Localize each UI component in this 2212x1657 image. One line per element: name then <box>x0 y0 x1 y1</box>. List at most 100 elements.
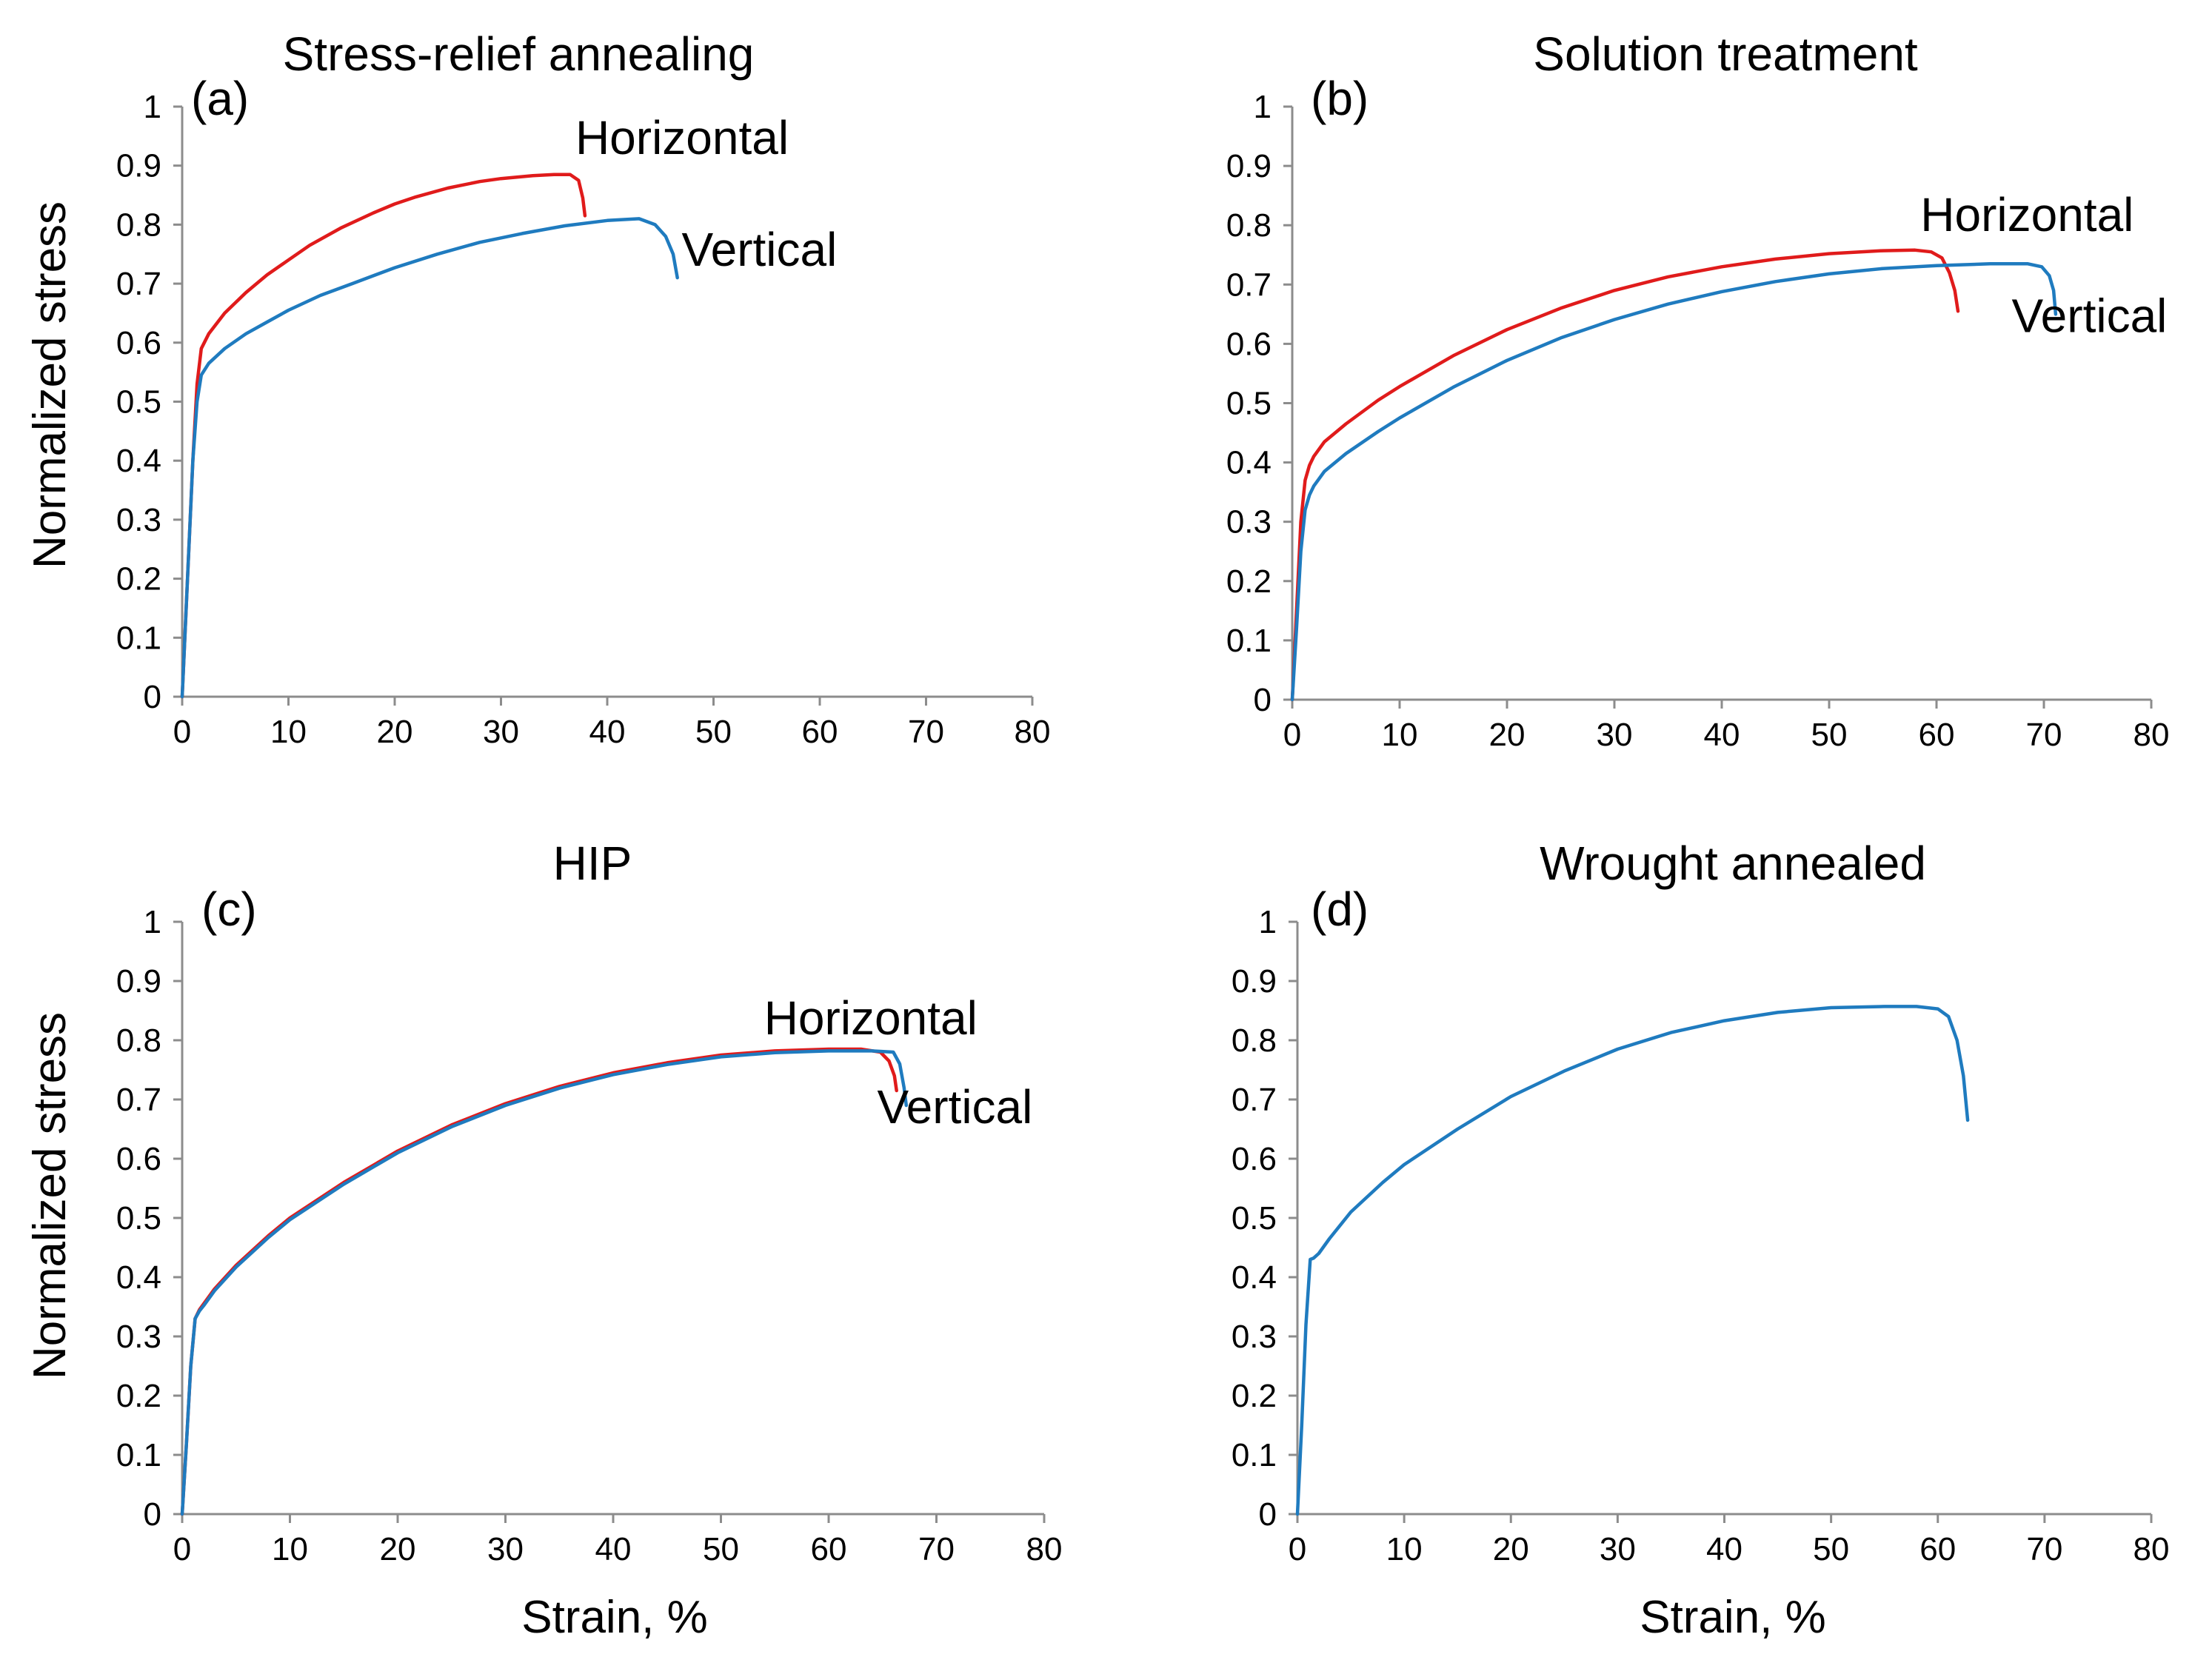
y-tick-label: 0.3 <box>1226 504 1272 540</box>
x-tick-label: 50 <box>703 1531 739 1567</box>
panel-d: Wrought annealed (d) Strain, % 0 0.1 0.2 0.… <box>1232 837 2170 1643</box>
y-tick-label: 0.2 <box>116 1378 161 1414</box>
panel-b: Solution treatment (b) 0 0.1 0.2 0.3 0.4 0.5 0… <box>1226 27 2170 753</box>
series-line-horizontal <box>1290 248 1960 702</box>
y-tick-label: 0.5 <box>1226 386 1272 422</box>
x-tick-label: 60 <box>802 714 838 750</box>
y-tick-label: 0.5 <box>116 384 161 421</box>
series-label-vertical: Vertical <box>2012 289 2168 342</box>
x-axis-label: Strain, % <box>1640 1592 1826 1643</box>
y-tick-label: 0.3 <box>116 502 161 538</box>
y-tick-label: 0.9 <box>1232 963 1277 1000</box>
chart-title: HIP <box>553 837 632 890</box>
chart-title: Stress-relief annealing <box>283 27 755 81</box>
x-tick-label: 80 <box>1026 1531 1063 1567</box>
y-tick-label: 0.8 <box>1232 1022 1277 1059</box>
y-tick-label: 0.8 <box>116 207 161 243</box>
y-tick-label: 0 <box>1254 682 1272 718</box>
x-tick-label: 30 <box>487 1531 524 1567</box>
x-axis-label: Strain, % <box>521 1592 708 1643</box>
series-group: Horizontal Vertical <box>1290 188 2168 702</box>
panel-label: (c) <box>201 883 257 936</box>
y-tick-label: 1 <box>144 89 161 125</box>
y-tick-label: 0.1 <box>1226 623 1272 659</box>
x-tick-label: 60 <box>1919 717 1955 753</box>
series-label-horizontal: Horizontal <box>764 991 978 1045</box>
x-tick-label: 40 <box>589 714 626 750</box>
x-tick-label: 40 <box>1706 1531 1742 1567</box>
x-tick-label: 10 <box>1382 717 1418 753</box>
x-tick-label: 70 <box>908 714 944 750</box>
panel-c: HIP (c) Normalized stress Strain, % 0 0.1… <box>24 837 1062 1643</box>
x-tick-label: 70 <box>2026 717 2062 753</box>
y-tick-label: 0.6 <box>116 325 161 361</box>
x-tick-label: 80 <box>2134 717 2170 753</box>
y-tick-label: 0.7 <box>1232 1082 1277 1118</box>
x-tick-label: 0 <box>1283 717 1301 753</box>
y-tick-label: 0.1 <box>116 1437 161 1473</box>
x-tick-label: 60 <box>1919 1531 1956 1567</box>
series-line-vertical <box>180 217 679 699</box>
series-line-vertical <box>1290 262 2058 702</box>
panel-label: (d) <box>1311 883 1369 936</box>
x-tick-label: 40 <box>595 1531 632 1567</box>
series-line-vertical <box>180 1049 909 1516</box>
panel-label: (a) <box>191 72 249 125</box>
y-tick-label: 0 <box>144 1496 161 1533</box>
x-tick-label: 20 <box>1489 717 1526 753</box>
series-group: Horizontal Vertical <box>180 991 1032 1516</box>
series-group <box>1295 1005 1970 1516</box>
y-tick-label: 0.2 <box>1226 563 1272 600</box>
y-tick-label: 0 <box>1259 1496 1277 1533</box>
axes-group: 00.10.20.30.40.50.60.70.80.910 10 20 30 40 50… <box>1226 89 2170 753</box>
series-line-horizontal <box>180 173 587 699</box>
y-tick-label: 0.5 <box>1232 1200 1277 1236</box>
y-axis-label: Normalized stress <box>24 201 76 569</box>
y-tick-label: 0 <box>144 679 161 715</box>
series-label-horizontal: Horizontal <box>1920 188 2134 241</box>
x-tick-label: 50 <box>1811 717 1848 753</box>
x-tick-label: 20 <box>380 1531 416 1567</box>
x-tick-label: 30 <box>1600 1531 1636 1567</box>
x-tick-label: 70 <box>2026 1531 2062 1567</box>
y-tick-label: 0.9 <box>116 963 161 1000</box>
y-tick-label: 0.3 <box>116 1319 161 1355</box>
x-tick-label: 50 <box>1813 1531 1849 1567</box>
panel-a: Stress-relief annealing (a) Normalized s… <box>24 27 1050 750</box>
x-tick-label: 80 <box>1015 714 1051 750</box>
y-tick-label: 1 <box>144 904 161 940</box>
x-tick-label: 50 <box>695 714 732 750</box>
x-tick-label: 20 <box>1493 1531 1529 1567</box>
x-tick-label: 60 <box>811 1531 847 1567</box>
x-tick-label: 0 <box>1289 1531 1306 1567</box>
x-tick-label: 10 <box>272 1531 308 1567</box>
y-tick-label: 0.4 <box>1232 1259 1277 1296</box>
y-tick-label: 0.2 <box>1232 1378 1277 1414</box>
y-tick-label: 0.5 <box>116 1200 161 1236</box>
y-tick-label: 0.1 <box>1232 1437 1277 1473</box>
y-tick-label: 0.9 <box>1226 148 1272 184</box>
chart-title: Solution treatment <box>1533 27 1918 81</box>
y-tick-label: 0.8 <box>116 1022 161 1059</box>
y-tick-label: 1 <box>1259 904 1277 940</box>
x-tick-label: 0 <box>173 1531 191 1567</box>
series-line-vertical <box>1295 1005 1970 1516</box>
y-tick-label: 0.7 <box>116 1082 161 1118</box>
y-tick-label: 0.2 <box>116 561 161 597</box>
y-tick-label: 0.7 <box>116 266 161 302</box>
axes-group: 00.10.20.30.40.50.60.70.80.910 10 20 30 40 50… <box>116 89 1051 750</box>
panel-label: (b) <box>1311 72 1369 125</box>
y-tick-label: 1 <box>1254 89 1272 125</box>
y-tick-label: 0.4 <box>116 1259 161 1296</box>
x-tick-label: 10 <box>270 714 307 750</box>
series-label-vertical: Vertical <box>877 1080 1032 1134</box>
x-tick-label: 20 <box>377 714 413 750</box>
y-tick-label: 0.6 <box>116 1141 161 1177</box>
series-label-vertical: Vertical <box>681 223 837 276</box>
x-tick-label: 10 <box>1386 1531 1423 1567</box>
series-group: Horizontal Vertical <box>180 111 837 699</box>
y-tick-label: 0.6 <box>1232 1141 1277 1177</box>
y-tick-label: 0.7 <box>1226 267 1272 303</box>
